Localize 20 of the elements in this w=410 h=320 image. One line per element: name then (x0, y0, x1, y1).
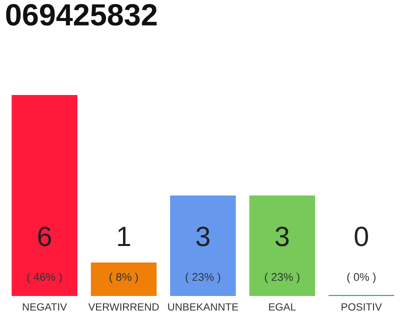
data-label: 3 (275, 226, 289, 246)
data-label: 0 (354, 226, 368, 246)
chart-title: 069425832 (6, 4, 157, 26)
x-tick-label: UNBEKANNTE (168, 303, 238, 311)
bar (90, 262, 157, 296)
data-label: 1 (118, 226, 130, 246)
annotation: ( 46% ) (27, 272, 62, 284)
bar (170, 196, 236, 296)
annotation: ( 0% ) (347, 272, 376, 284)
x-tick-label: POSITIV (342, 303, 382, 311)
annotation: ( 23% ) (264, 272, 300, 284)
data-label: 6 (38, 226, 52, 246)
x-tick-label: NEGATIV (22, 303, 67, 311)
data-label: 3 (196, 226, 210, 246)
x-tick-label: EGAL (269, 303, 296, 311)
bar (249, 196, 316, 296)
bar (12, 95, 78, 296)
annotation: ( 23% ) (186, 272, 220, 284)
annotation: ( 8% ) (110, 272, 138, 284)
x-tick-label: VERWIRREND (88, 303, 159, 310)
